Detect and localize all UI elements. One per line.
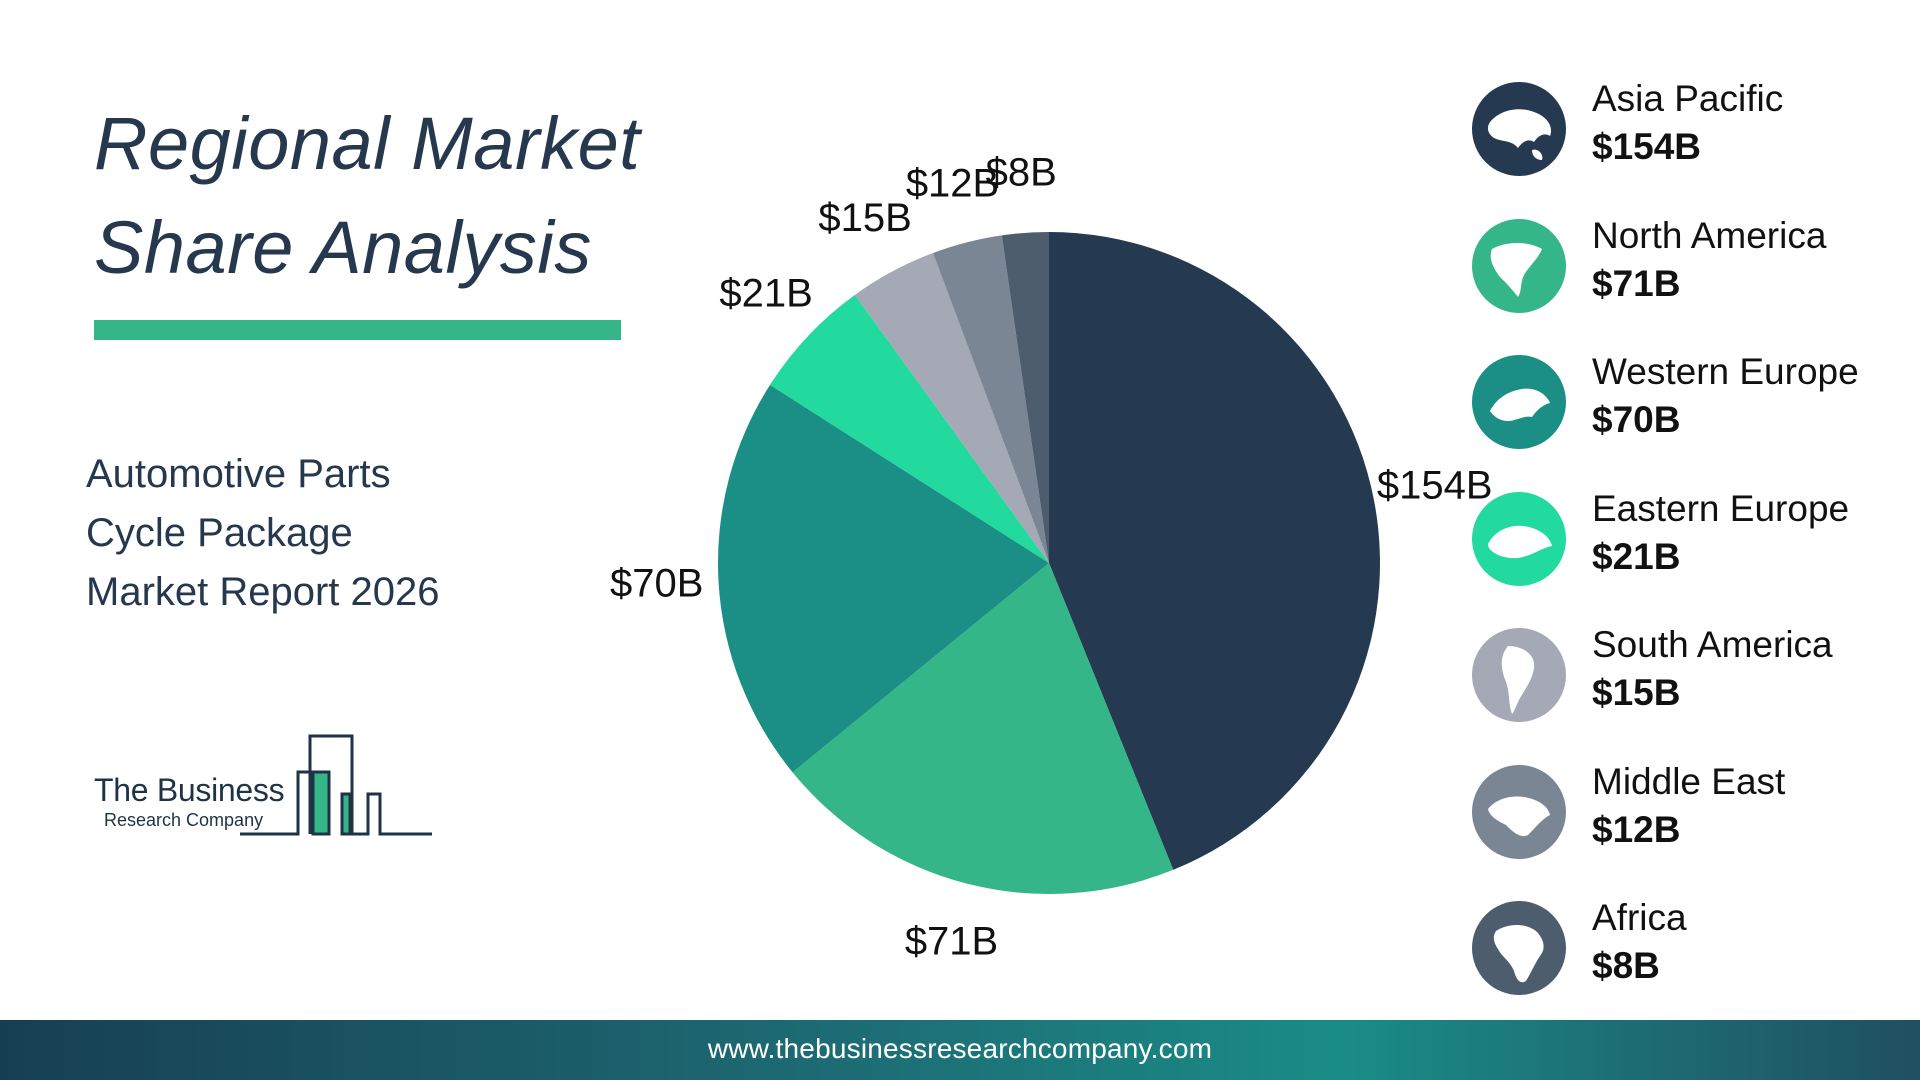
pie-data-label: $154B: [1377, 463, 1493, 507]
logo-name: The Business: [94, 772, 285, 808]
legend-region-name: Eastern Europe: [1592, 487, 1850, 529]
legend-region-value: $8B: [1592, 945, 1660, 986]
footer-bar: www.thebusinessresearchcompany.com: [0, 1020, 1920, 1080]
legend-item-south-america: South America $15B: [1472, 624, 1912, 736]
legend-item-asia-pacific: Asia Pacific $154B: [1472, 78, 1912, 190]
company-logo: The Business Research Company: [88, 730, 438, 840]
pie-data-label: $15B: [818, 196, 911, 240]
legend-region-name: South America: [1592, 624, 1833, 665]
legend-region-value: $12B: [1592, 808, 1681, 850]
legend-item-middle-east: Middle East $12B: [1472, 760, 1912, 873]
middle-east-map-icon: [1472, 764, 1566, 859]
pie-data-label: $21B: [719, 272, 812, 316]
title-underline: [94, 320, 621, 340]
report-subtitle: Automotive Parts Cycle Package Market Re…: [86, 445, 440, 622]
legend-item-north-america: North America $71B: [1472, 214, 1912, 327]
legend-item-western-europe: Western Europe $70B: [1472, 351, 1912, 463]
title-line-2: Share Analysis: [94, 206, 592, 289]
pie-slice-africa: [1001, 232, 1049, 563]
pie-slice-middle-east: [933, 235, 1049, 563]
pie-data-label: $8B: [986, 151, 1057, 195]
legend-region-value: $71B: [1592, 262, 1681, 304]
legend-item-eastern-europe: Eastern Europe $21B: [1472, 487, 1912, 600]
legend-region-name: Asia Pacific: [1592, 78, 1784, 119]
page-title: Regional Market Share Analysis: [94, 92, 640, 300]
legend-region-name: North America: [1592, 214, 1827, 256]
pie-data-label: $12B: [906, 162, 999, 206]
subtitle-line-1: Automotive Parts: [86, 452, 391, 496]
legend-region-value: $21B: [1592, 535, 1681, 577]
legend-region-value: $70B: [1592, 399, 1681, 440]
eastern-europe-map-icon: [1472, 491, 1566, 586]
africa-map-icon: [1472, 901, 1566, 995]
subtitle-line-2: Cycle Package: [86, 511, 353, 555]
legend-region-value: $15B: [1592, 672, 1681, 713]
pie-slice-asia-pacific: [1049, 232, 1380, 870]
pie-chart: $154B $71B $70B $21B$15B$12B$8B: [610, 151, 1493, 964]
south-america-map-icon: [1472, 628, 1566, 722]
legend-region-name: Middle East: [1592, 760, 1786, 802]
pie-data-label: $71B: [905, 919, 998, 963]
north-america-map-icon: [1472, 218, 1566, 313]
logo-subtitle: Research Company: [104, 810, 264, 830]
pie-slice-north-america: [792, 563, 1174, 894]
footer-url[interactable]: www.thebusinessresearchcompany.com: [707, 1033, 1213, 1064]
western-europe-map-icon: [1472, 355, 1566, 449]
pie-data-label: $70B: [610, 561, 703, 605]
subtitle-line-3: Market Report 2026: [86, 570, 440, 614]
pie-slice-eastern-europe: [770, 294, 1049, 563]
legend-region-name: Africa: [1592, 897, 1687, 938]
pie-slice-south-america: [854, 252, 1049, 563]
legend-region-value: $154B: [1592, 126, 1702, 167]
asia-pacific-map-icon: [1472, 82, 1566, 176]
logo-bars-graphic: [240, 734, 432, 836]
title-line-1: Regional Market: [94, 102, 641, 185]
pie-slice-western-europe: [718, 384, 1049, 773]
legend-item-africa: Africa $8B: [1472, 897, 1912, 1009]
legend-region-name: Western Europe: [1592, 351, 1859, 392]
